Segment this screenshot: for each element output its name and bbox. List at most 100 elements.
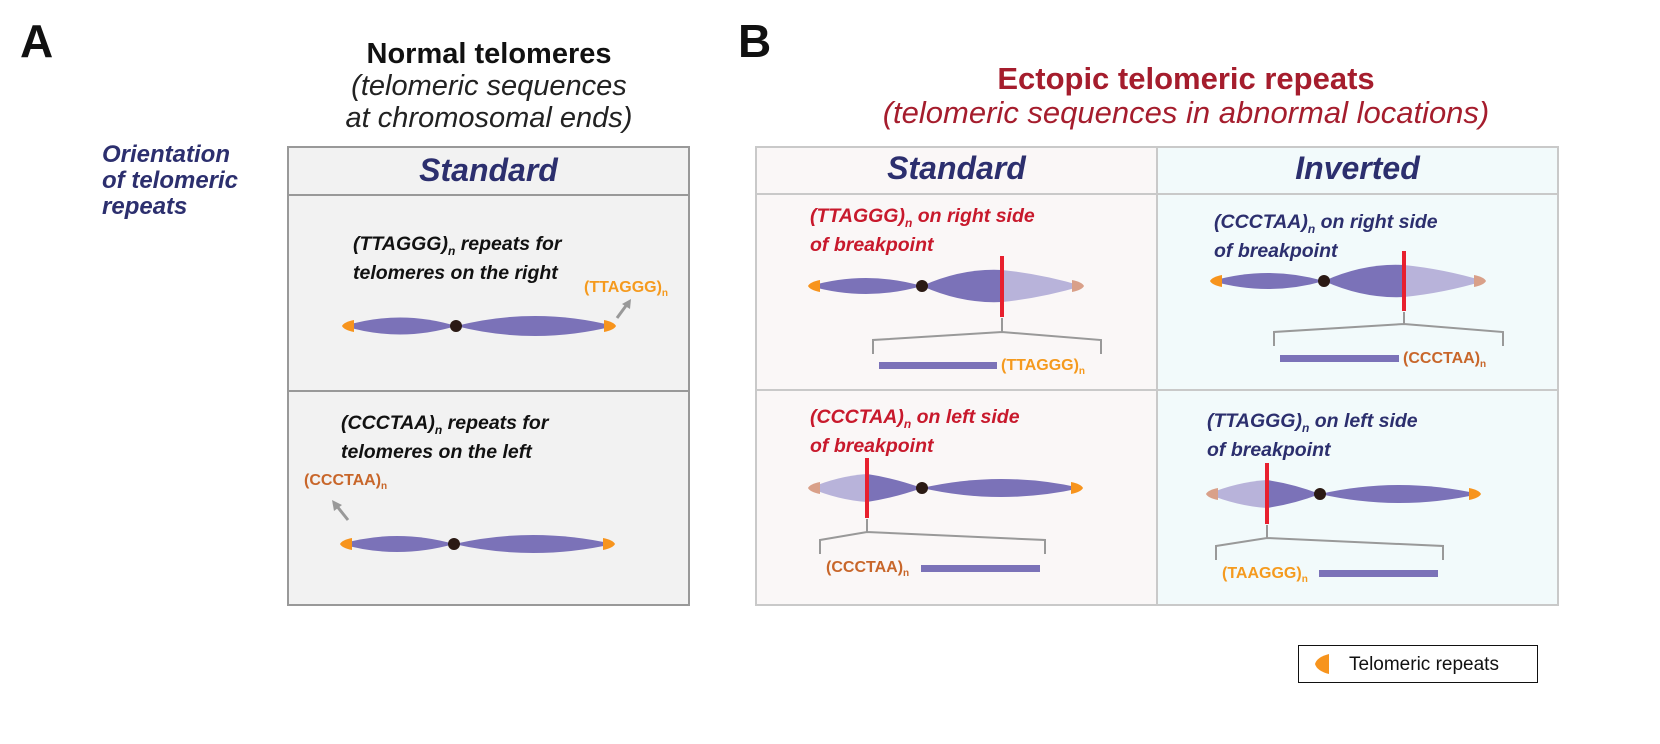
seq-subscript: n xyxy=(903,416,912,431)
seq-subscript: n xyxy=(1307,221,1316,236)
right-arm xyxy=(1320,485,1479,503)
telomere-right-muted xyxy=(1474,275,1486,287)
desc-rest: on right side xyxy=(1315,211,1438,233)
desc-rest: repeats for xyxy=(442,412,549,434)
seq-text: (CCCTAA) xyxy=(341,412,435,434)
seq-label-text: (CCCTAA) xyxy=(304,472,382,489)
std-top-seq-label: (TTAGGG)n xyxy=(1001,357,1085,377)
telomere-right xyxy=(1071,482,1083,494)
panel-b-inverted-header: Inverted xyxy=(1295,150,1420,186)
sequence-bar xyxy=(1319,570,1438,577)
std-top-chromosome xyxy=(808,256,1102,369)
right-arm-light xyxy=(1002,270,1082,302)
seq-subscript: n xyxy=(447,243,456,258)
legend-label: Telomeric repeats xyxy=(1349,654,1499,675)
panel-a-title: Normal telomeres xyxy=(366,38,612,70)
orientation-row-header: Orientation of telomeric repeats xyxy=(102,142,238,220)
centromere xyxy=(1318,275,1330,287)
seq-label-text: (TTAGGG) xyxy=(1001,357,1079,374)
right-arm xyxy=(454,535,613,553)
left-arm xyxy=(810,278,922,294)
seq-label-text: (CCCTAA) xyxy=(826,559,904,576)
panel-b-row-divider xyxy=(755,389,1559,391)
left-arm xyxy=(341,536,454,552)
seq-text: (CCCTAA) xyxy=(810,406,904,428)
std-bottom-seq-label: (CCCTAA)n xyxy=(826,559,909,579)
seq-subscript: n xyxy=(904,215,913,230)
panel-a-bottom-chromosome xyxy=(340,535,615,553)
telomere-right xyxy=(603,538,615,550)
panel-a-row-divider xyxy=(289,390,688,392)
seq-label-subscript: n xyxy=(903,568,910,580)
panel-a-top-arrow xyxy=(615,299,631,319)
inv-top-chromosome xyxy=(1210,251,1504,362)
telomere-left xyxy=(342,320,354,332)
panel-b-standard-column: Standard xyxy=(755,146,1158,606)
left-arm-dark xyxy=(1267,480,1320,508)
centromere xyxy=(1314,488,1326,500)
desc-line2: of breakpoint xyxy=(810,233,934,256)
panel-b-standard-header: Standard xyxy=(887,150,1026,186)
desc-line2: telomeres on the right xyxy=(353,261,558,284)
orientation-line1: Orientation xyxy=(102,141,231,168)
right-arm xyxy=(456,316,614,336)
zoom-bracket xyxy=(1215,525,1444,560)
panel-b-header-divider xyxy=(755,193,1559,195)
panel-a-title-block: Normal telomeres (telomeric sequences at… xyxy=(288,38,690,134)
orientation-line3: repeats xyxy=(102,193,188,220)
panel-a-subtitle-line2: at chromosomal ends) xyxy=(345,102,633,134)
seq-label-text: (TTAGGG) xyxy=(584,279,662,296)
zoom-bracket xyxy=(819,519,1046,554)
std-bottom-chromosome xyxy=(808,458,1083,572)
desc-rest: on left side xyxy=(1309,410,1418,432)
seq-label-subscript: n xyxy=(661,288,669,300)
orientation-line2: of telomeric xyxy=(102,167,239,194)
panel-a-top-description: (TTAGGG)n repeats for telomeres on the r… xyxy=(353,233,562,284)
seq-label-subscript: n xyxy=(1301,574,1308,586)
telomere-right xyxy=(1469,488,1481,500)
panel-b-title: Ectopic telomeric repeats xyxy=(997,61,1375,96)
desc-line2: of breakpoint xyxy=(1214,239,1338,262)
telomere-right-muted xyxy=(1072,280,1084,292)
std-top-description: (TTAGGG)n on right side of breakpoint xyxy=(810,205,1035,256)
telomere-left-muted xyxy=(1206,488,1218,500)
right-arm xyxy=(922,479,1081,497)
zoom-bracket xyxy=(1273,312,1504,346)
panel-a-bottom-arrow xyxy=(332,500,350,521)
telomere-left-muted xyxy=(808,482,820,494)
left-arm xyxy=(1212,273,1324,289)
left-arm xyxy=(344,317,456,335)
seq-text: (TTAGGG) xyxy=(1207,410,1302,432)
right-arm-light xyxy=(1404,265,1484,297)
telomere-right xyxy=(604,320,616,332)
desc-line2: of breakpoint xyxy=(1207,438,1331,461)
panel-b-subtitle: (telomeric sequences in abnormal locatio… xyxy=(882,95,1490,130)
desc-rest: on right side xyxy=(912,205,1035,227)
desc-rest: repeats for xyxy=(455,233,562,255)
breakpoint xyxy=(1265,463,1269,524)
panel-a-grid: Standard xyxy=(287,146,690,606)
telomere-left xyxy=(340,538,352,550)
panel-b-letter: B xyxy=(738,15,772,67)
seq-label-subscript: n xyxy=(1480,359,1487,371)
right-arm-dark xyxy=(922,269,1002,303)
telomere-left xyxy=(1210,275,1222,287)
left-arm-light xyxy=(810,474,867,502)
telomere-left xyxy=(808,280,820,292)
left-arm-dark xyxy=(867,474,922,502)
seq-label-subscript: n xyxy=(381,481,388,493)
inv-top-description: (CCCTAA)n on right side of breakpoint xyxy=(1214,211,1438,262)
sequence-bar xyxy=(1280,355,1399,362)
breakpoint xyxy=(1402,251,1406,311)
panel-a-column-header: Standard xyxy=(419,152,558,188)
seq-label-text: (CCCTAA) xyxy=(1403,350,1481,367)
seq-text: (TTAGGG) xyxy=(353,233,448,255)
inv-top-seq-label: (CCCTAA)n xyxy=(1403,350,1486,370)
panel-a-bottom-seq-label: (CCCTAA)n xyxy=(304,472,387,492)
seq-subscript: n xyxy=(1301,420,1310,435)
seq-text: (CCCTAA) xyxy=(1214,211,1308,233)
centromere xyxy=(448,538,460,550)
sequence-bar xyxy=(879,362,997,369)
legend: Telomeric repeats xyxy=(1298,645,1538,683)
